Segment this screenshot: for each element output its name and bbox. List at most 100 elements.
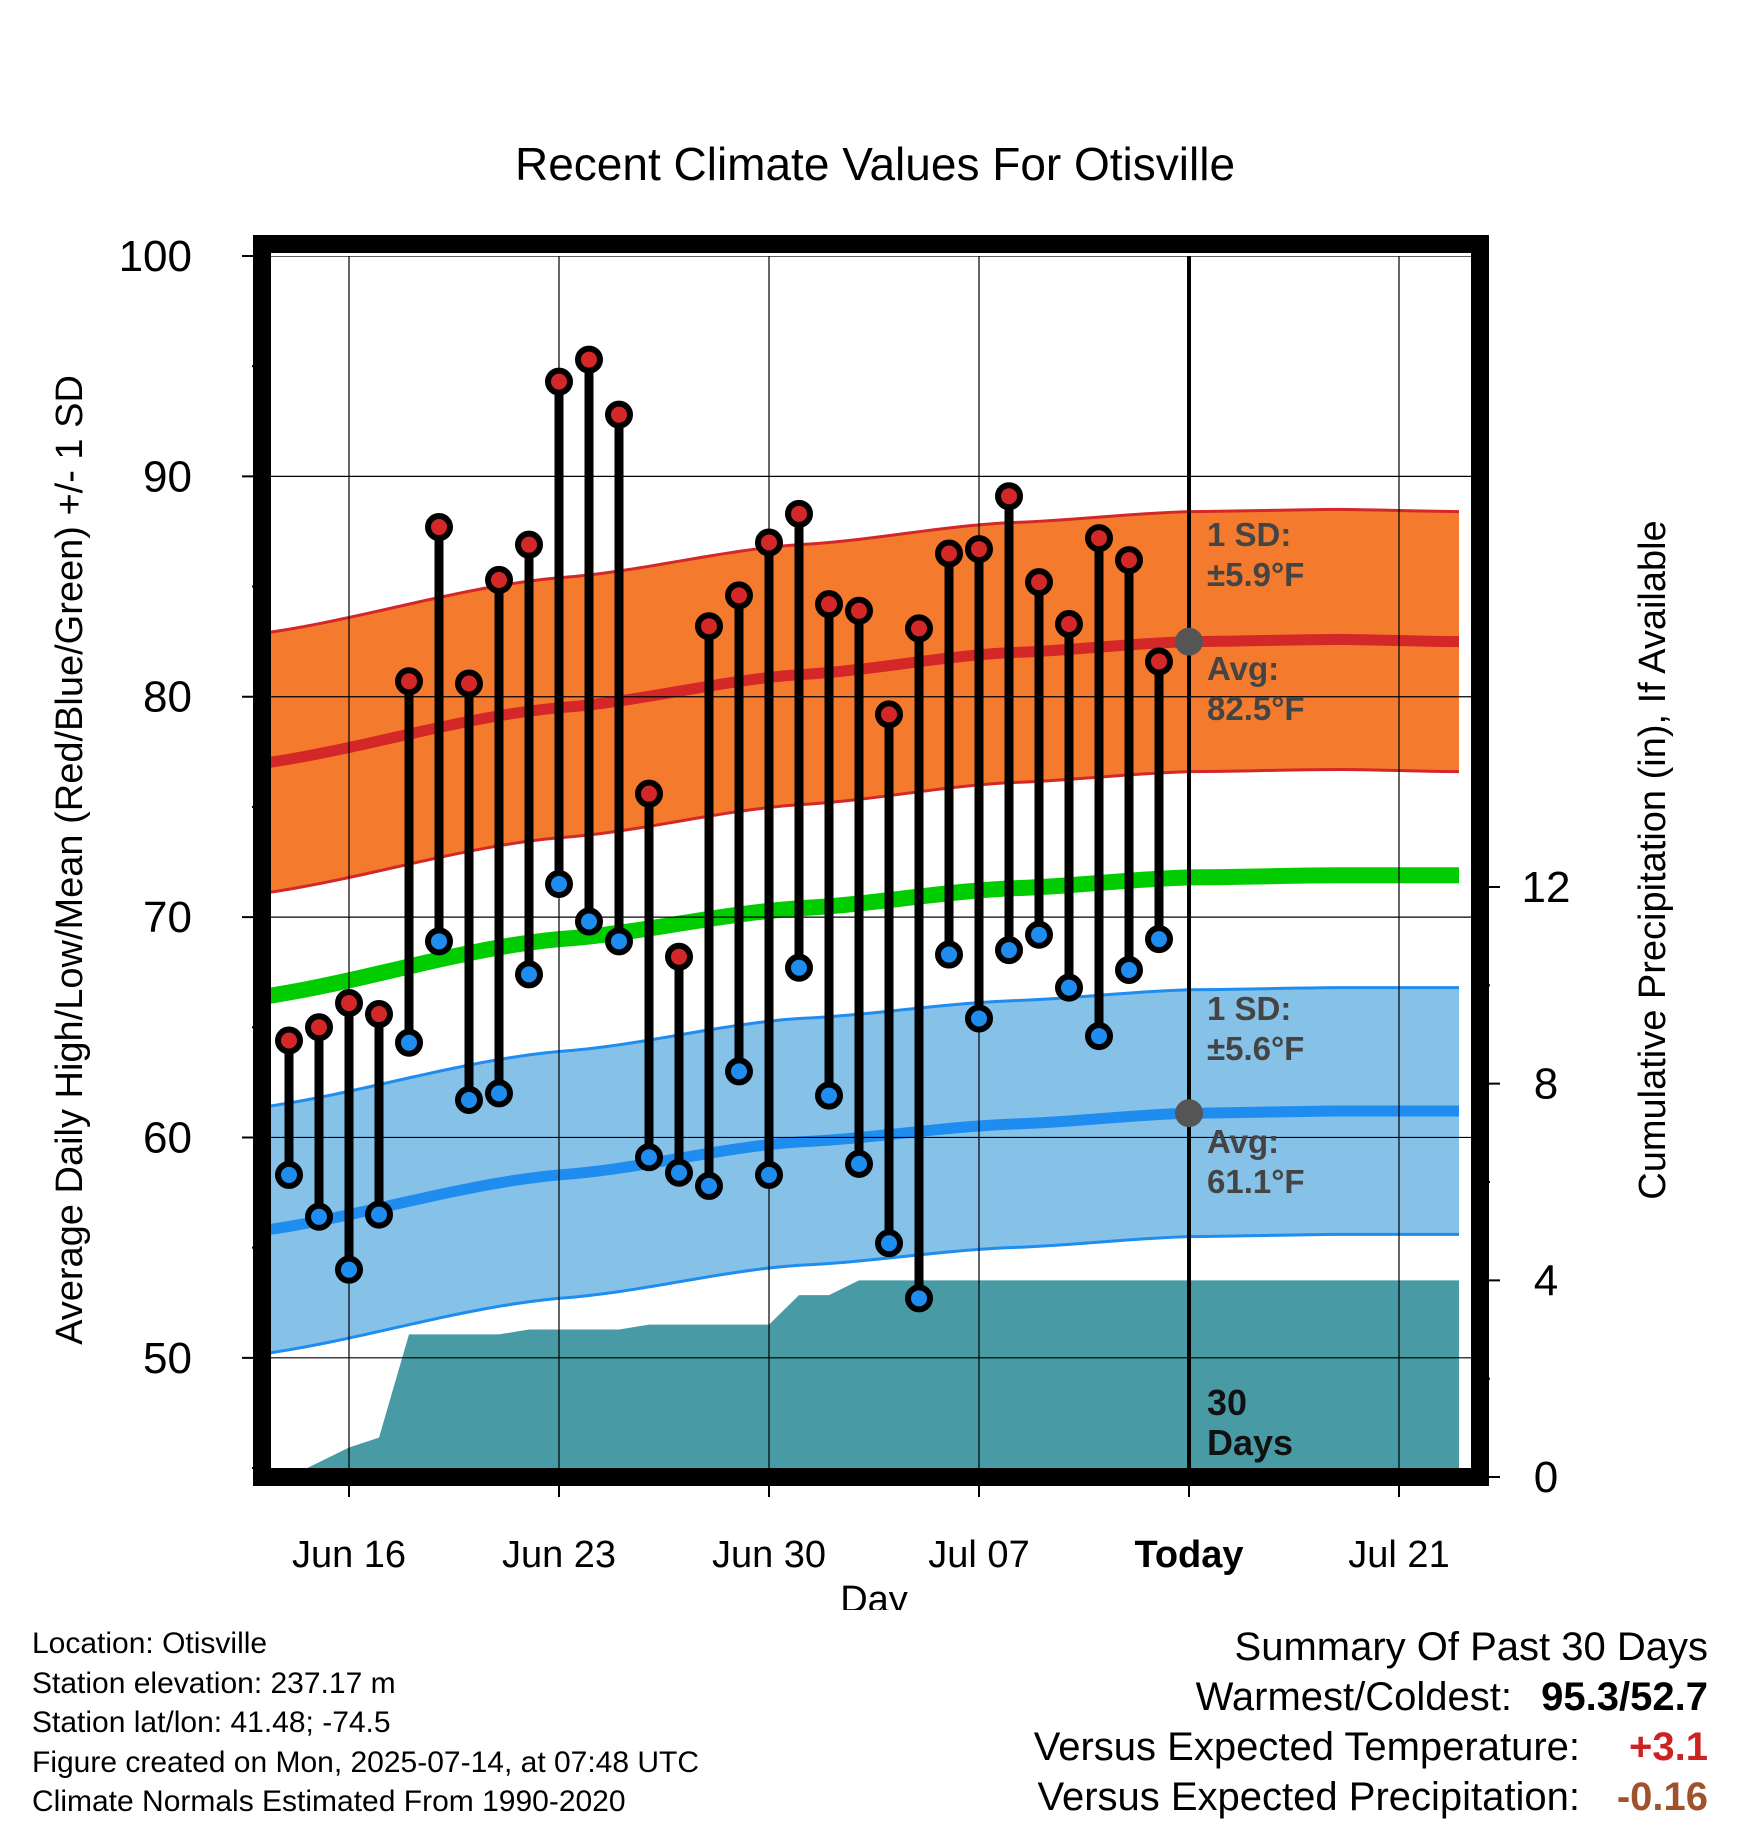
high-point — [575, 345, 603, 374]
low-point — [545, 870, 573, 899]
summary-panel: Summary Of Past 30 Days Warmest/Coldest:… — [1034, 1622, 1708, 1822]
high-point — [275, 1026, 303, 1055]
normal-high-upper-edge — [271, 507, 1460, 634]
high-point — [845, 596, 873, 625]
y-tick-label: 70 — [143, 893, 192, 942]
temp-anomaly-row: Versus Expected Temperature: +3.1 — [1034, 1722, 1708, 1772]
low-sd-annotation-line: 1 SD: — [1207, 990, 1291, 1027]
low-point — [1025, 920, 1053, 949]
high-point — [1055, 610, 1083, 639]
warmest-coldest-label: Warmest/Coldest: — [1195, 1675, 1512, 1719]
summary-heading: Summary Of Past 30 Days — [1234, 1625, 1708, 1669]
high-point — [1145, 647, 1173, 676]
high-point — [875, 700, 903, 729]
normal-low-lower-edge — [271, 1232, 1459, 1355]
normal-low-upper-edge — [271, 986, 1459, 1108]
high-sd-annotation-line: ±5.9°F — [1207, 556, 1304, 593]
high-point — [365, 1000, 393, 1029]
low-point — [305, 1202, 333, 1231]
low-point — [515, 960, 543, 989]
latlon-text: Station lat/lon: 41.48; -74.5 — [32, 1706, 391, 1739]
high-point — [305, 1013, 333, 1042]
y-tick-label: 60 — [143, 1113, 192, 1162]
high-point — [1085, 524, 1113, 553]
low-point — [845, 1149, 873, 1178]
normal-high-avg-line — [271, 633, 1460, 768]
normals-text: Climate Normals Estimated From 1990-2020 — [32, 1785, 626, 1818]
low-avg-annotation-line: 61.1°F — [1207, 1163, 1305, 1200]
normal-high-band — [271, 509, 1459, 893]
low-point — [785, 953, 813, 982]
today-high-avg-marker — [1175, 627, 1203, 656]
normal-low-avg-line — [271, 1105, 1459, 1235]
low-point — [995, 936, 1023, 965]
high-point — [425, 513, 453, 542]
precip-area — [307, 1280, 1459, 1468]
low-point — [815, 1081, 843, 1110]
temp-anomaly-value: +3.1 — [1629, 1725, 1708, 1769]
high-point — [695, 612, 723, 641]
low-point — [395, 1028, 423, 1057]
low-point — [695, 1171, 723, 1200]
warmest-coldest-row: Warmest/Coldest: 95.3/52.7 — [1034, 1672, 1708, 1722]
low-point — [1115, 955, 1143, 984]
low-point — [635, 1143, 663, 1172]
x-tick-label: Jul 21 — [1348, 1534, 1449, 1576]
low-point — [905, 1284, 933, 1313]
elevation-text: Station elevation: 237.17 m — [32, 1666, 396, 1700]
warmest-coldest-value: 95.3/52.7 — [1541, 1675, 1708, 1719]
y2-axis-label: Cumulative Precipitation (in), If Availa… — [1632, 520, 1674, 1199]
y-tick-label: 100 — [119, 232, 192, 281]
precip-anomaly-label: Versus Expected Precipitation: — [1037, 1775, 1580, 1819]
high-sd-annotation-line: 1 SD: — [1207, 516, 1291, 553]
low-point — [455, 1085, 483, 1114]
low-point — [365, 1200, 393, 1229]
x-tick-label: Jun 30 — [712, 1534, 826, 1576]
station-info: Location: Otisville Station elevation: 2… — [32, 1624, 699, 1822]
temp-anomaly-label: Versus Expected Temperature: — [1033, 1725, 1580, 1769]
x-tick-label: Jun 23 — [502, 1534, 616, 1576]
high-point — [395, 667, 423, 696]
low-point — [725, 1057, 753, 1086]
y-tick-label: 80 — [143, 673, 192, 722]
high-point — [635, 779, 663, 808]
y-tick-label: 90 — [143, 452, 192, 501]
low-point — [1145, 925, 1173, 954]
high-avg-annotation-line: Avg: — [1207, 650, 1279, 687]
y-axis-label: Average Daily High/Low/Mean (Red/Blue/Gr… — [49, 375, 91, 1345]
high-point — [1115, 546, 1143, 575]
precip-anomaly-row: Versus Expected Precipitation: -0.16 — [1034, 1772, 1708, 1822]
normal-mean-line — [271, 867, 1459, 1004]
high-point — [335, 989, 363, 1018]
high-point — [785, 499, 813, 528]
high-point — [665, 942, 693, 971]
high-avg-annotation-line: 82.5°F — [1207, 690, 1305, 727]
precip-anomaly-value: -0.16 — [1616, 1775, 1708, 1819]
x-axis-label: Day — [840, 1579, 908, 1610]
normal-high-lower-edge — [271, 767, 1460, 894]
y2-tick-label: 8 — [1534, 1060, 1558, 1109]
high-point — [485, 565, 513, 594]
y-tick-label: 50 — [143, 1334, 192, 1383]
days-annotation-line: 30 — [1207, 1382, 1247, 1423]
y2-tick-label: 0 — [1534, 1453, 1558, 1502]
high-point — [935, 539, 963, 568]
high-point — [905, 614, 933, 643]
low-sd-annotation-line: ±5.6°F — [1207, 1030, 1304, 1067]
high-point — [1025, 568, 1053, 597]
location-text: Location: Otisville — [32, 1627, 268, 1660]
low-point — [1085, 1022, 1113, 1051]
x-tick-label: Today — [1134, 1534, 1243, 1576]
x-tick-label: Jun 16 — [292, 1534, 406, 1576]
low-point — [755, 1160, 783, 1189]
today-low-avg-marker — [1175, 1099, 1203, 1128]
low-point — [425, 927, 453, 956]
low-point — [875, 1229, 903, 1258]
high-point — [515, 530, 543, 559]
y2-tick-label: 4 — [1534, 1256, 1558, 1305]
low-point — [605, 927, 633, 956]
created-text: Figure created on Mon, 2025-07-14, at 07… — [32, 1745, 700, 1779]
low-point — [275, 1160, 303, 1189]
